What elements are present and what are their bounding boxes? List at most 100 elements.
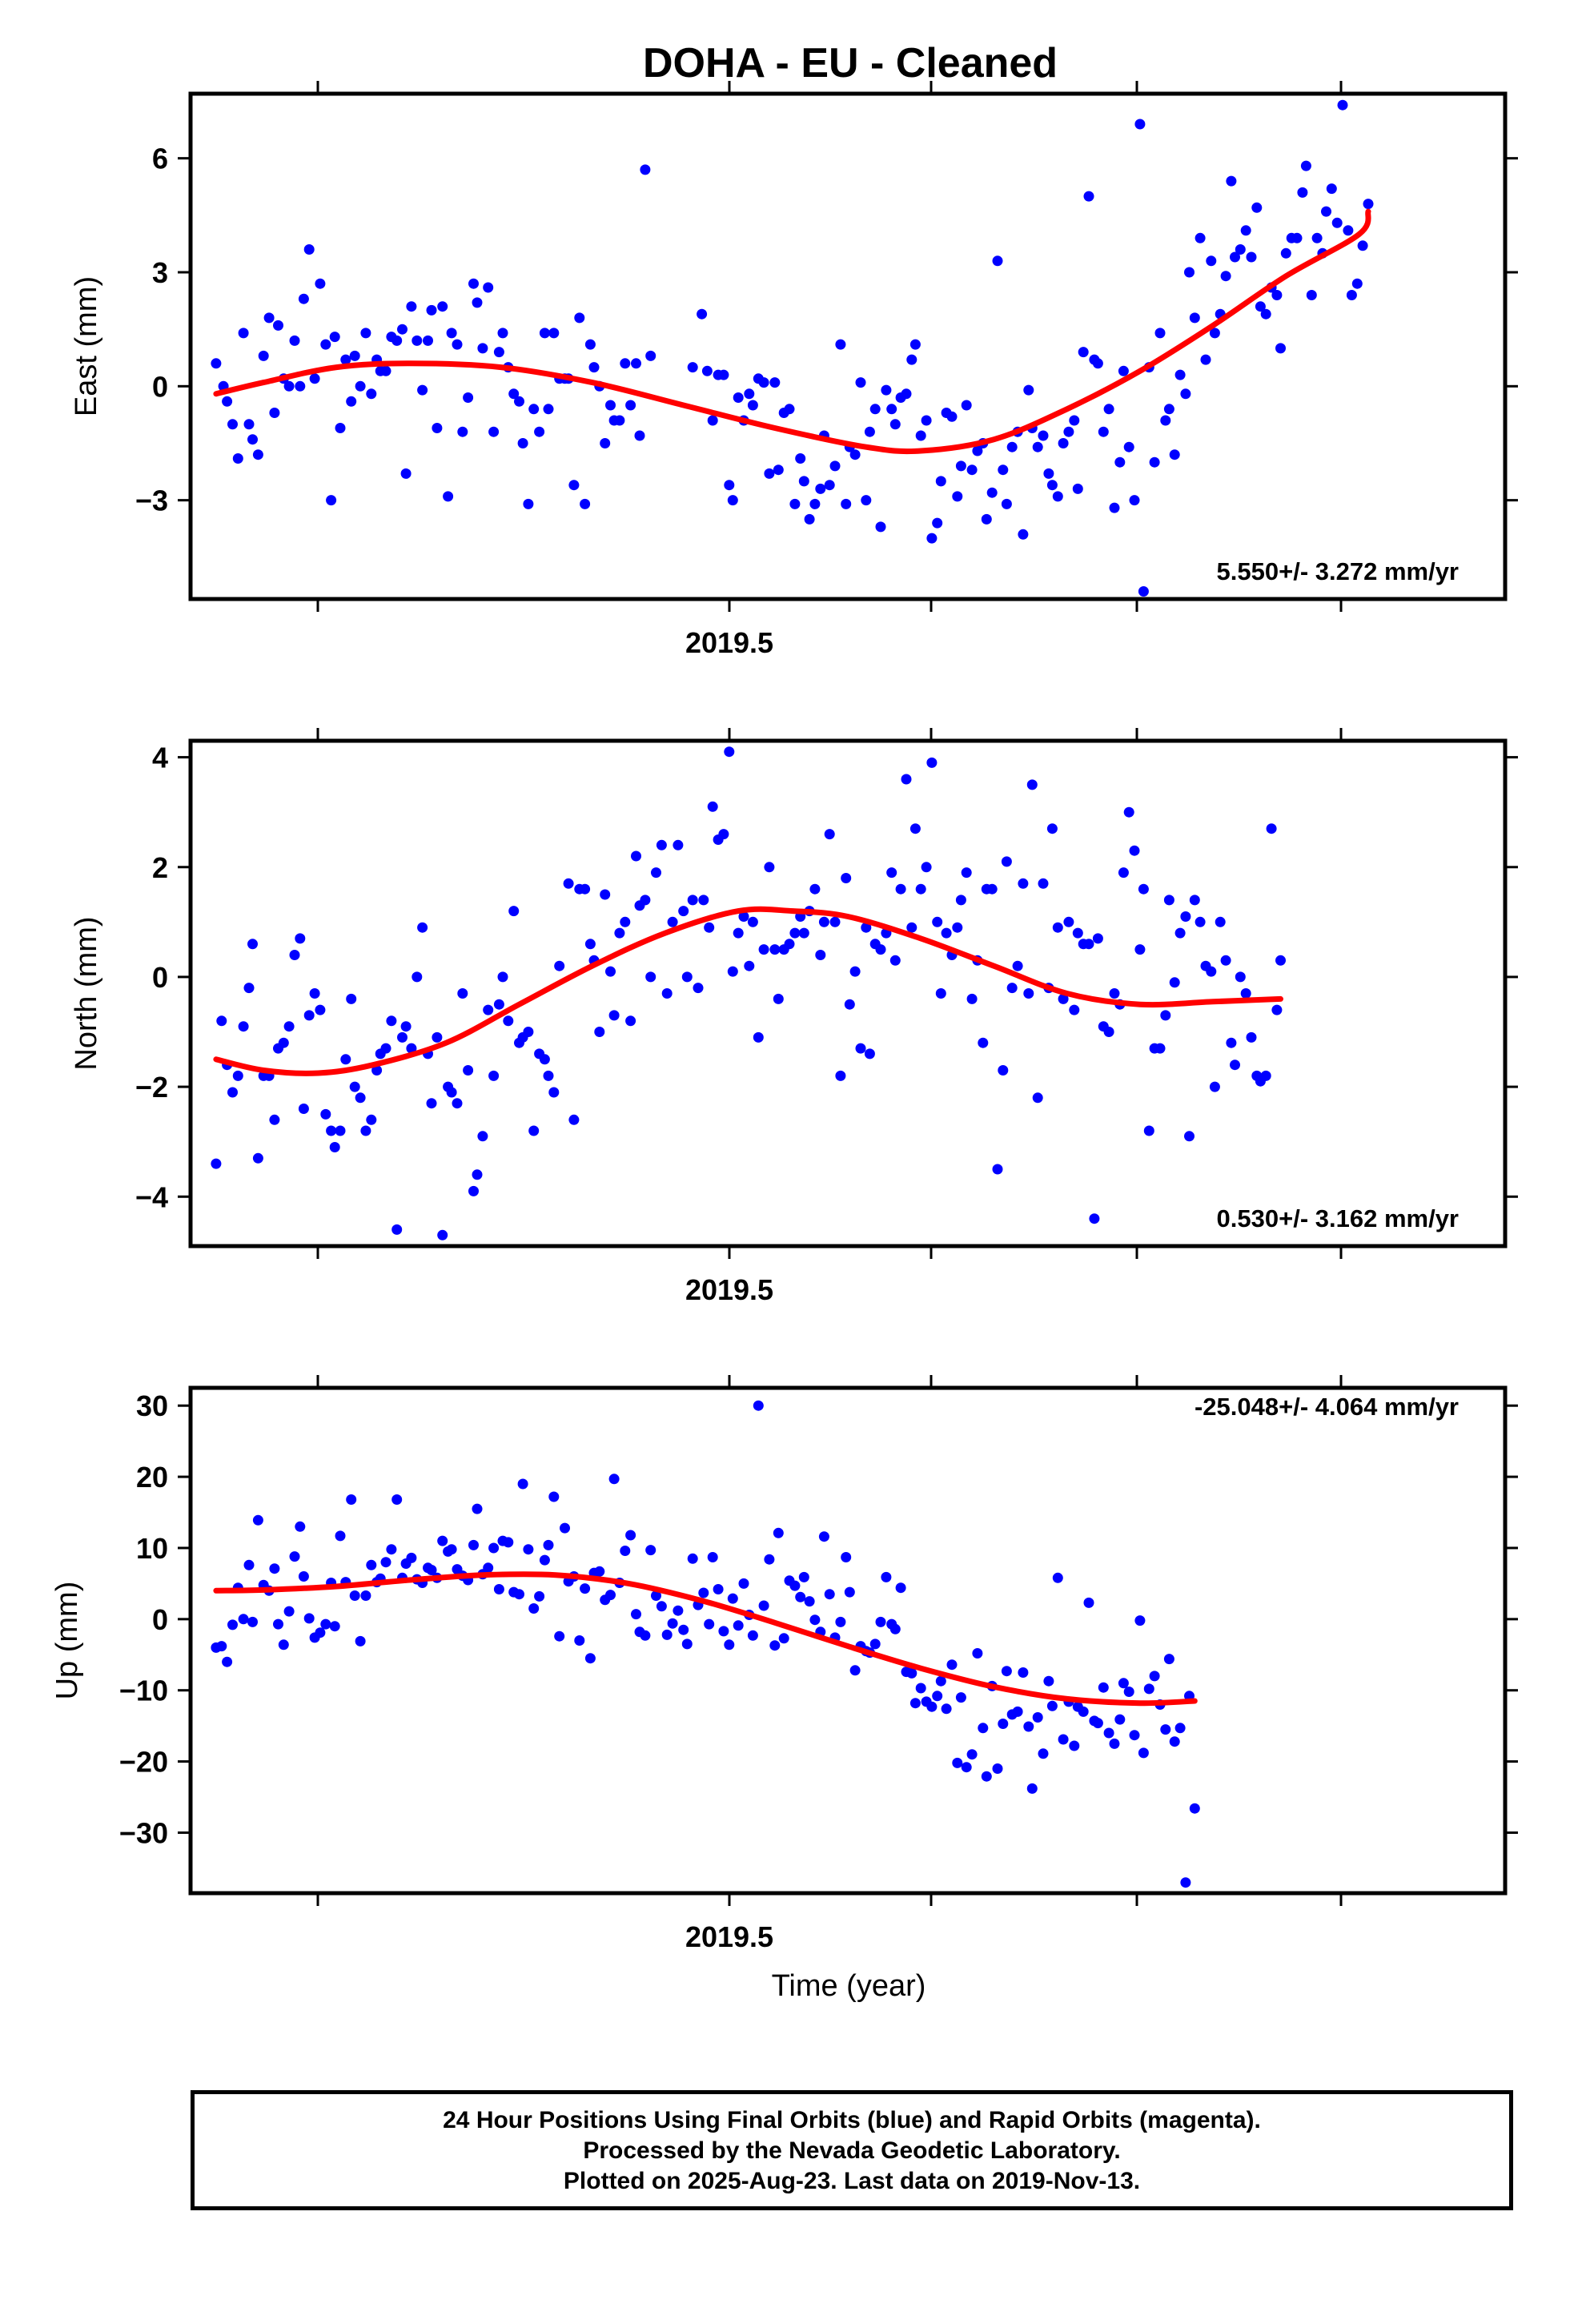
data-point bbox=[329, 1621, 340, 1632]
data-point bbox=[1143, 1125, 1154, 1136]
data-point bbox=[1163, 404, 1174, 415]
data-point bbox=[386, 1015, 397, 1027]
data-point bbox=[380, 365, 391, 376]
data-point bbox=[222, 1656, 233, 1667]
data-point bbox=[681, 971, 693, 983]
data-point bbox=[584, 1653, 596, 1664]
data-point bbox=[952, 1757, 963, 1768]
data-point bbox=[360, 1125, 371, 1136]
data-point bbox=[355, 1635, 366, 1647]
data-point bbox=[651, 867, 661, 879]
data-point bbox=[335, 1530, 346, 1542]
data-point bbox=[1078, 347, 1089, 358]
data-point bbox=[216, 1641, 227, 1652]
data-point bbox=[1103, 1027, 1114, 1037]
data-point bbox=[326, 495, 337, 506]
data-point bbox=[437, 1229, 448, 1240]
data-point bbox=[738, 1578, 749, 1589]
data-point bbox=[1098, 1682, 1109, 1693]
data-point bbox=[554, 960, 565, 971]
up-ytick-label: 10 bbox=[136, 1532, 168, 1565]
data-point bbox=[818, 1531, 829, 1542]
data-point bbox=[446, 1087, 457, 1098]
data-point bbox=[406, 1043, 417, 1054]
data-point bbox=[534, 426, 545, 437]
data-point bbox=[747, 400, 758, 411]
data-point bbox=[758, 1600, 769, 1611]
data-point bbox=[886, 404, 897, 415]
data-point bbox=[548, 1491, 560, 1502]
data-point bbox=[932, 1691, 943, 1702]
data-point bbox=[497, 971, 508, 983]
data-point bbox=[614, 927, 625, 939]
data-point bbox=[932, 916, 943, 927]
data-point bbox=[391, 1224, 403, 1235]
data-point bbox=[243, 419, 255, 430]
data-point bbox=[915, 1683, 926, 1694]
data-point bbox=[452, 339, 463, 350]
data-point bbox=[881, 1571, 892, 1582]
data-point bbox=[1063, 916, 1074, 927]
data-point bbox=[986, 487, 998, 498]
data-point bbox=[426, 1098, 437, 1109]
data-point bbox=[488, 1070, 500, 1081]
data-point bbox=[1200, 354, 1211, 365]
data-point bbox=[380, 1043, 391, 1054]
data-point bbox=[718, 1626, 729, 1637]
data-point bbox=[901, 388, 912, 400]
data-point bbox=[1123, 1687, 1134, 1697]
data-point bbox=[252, 1152, 263, 1164]
data-point bbox=[1032, 441, 1043, 452]
data-point bbox=[875, 1616, 886, 1627]
data-point bbox=[1209, 328, 1220, 339]
data-point bbox=[463, 1065, 474, 1076]
data-point bbox=[326, 1125, 337, 1136]
data-point bbox=[758, 377, 769, 388]
data-point bbox=[1072, 483, 1083, 494]
data-point bbox=[841, 873, 852, 883]
east-points bbox=[211, 99, 1374, 597]
data-point bbox=[614, 415, 625, 426]
data-point bbox=[283, 1606, 295, 1617]
data-point bbox=[289, 335, 300, 346]
data-point bbox=[932, 517, 943, 529]
data-point bbox=[1032, 1092, 1043, 1104]
data-point bbox=[718, 829, 729, 840]
data-point bbox=[1026, 779, 1038, 790]
x-axis-label: Time (year) bbox=[772, 1969, 926, 2003]
data-point bbox=[360, 328, 371, 339]
data-point bbox=[1154, 1043, 1166, 1054]
data-point bbox=[517, 1478, 528, 1490]
data-point bbox=[798, 1571, 809, 1582]
data-point bbox=[972, 1648, 983, 1659]
data-point bbox=[1215, 916, 1226, 927]
data-point bbox=[483, 1004, 494, 1015]
data-point bbox=[391, 335, 403, 346]
data-point bbox=[895, 1582, 906, 1594]
data-point bbox=[1083, 939, 1094, 950]
data-point bbox=[986, 883, 998, 895]
data-point bbox=[625, 400, 636, 411]
data-point bbox=[1331, 217, 1343, 228]
data-point bbox=[1118, 867, 1129, 879]
data-point bbox=[978, 1037, 989, 1048]
data-point bbox=[789, 498, 801, 509]
data-point bbox=[1363, 199, 1374, 210]
data-point bbox=[687, 362, 698, 373]
data-point bbox=[534, 1590, 545, 1602]
data-point bbox=[1235, 971, 1246, 983]
data-point bbox=[283, 380, 295, 392]
data-point bbox=[508, 906, 520, 917]
data-point bbox=[1240, 225, 1251, 236]
data-point bbox=[941, 1703, 952, 1715]
data-point bbox=[1109, 1738, 1120, 1749]
data-point bbox=[391, 1494, 403, 1505]
data-point bbox=[620, 916, 631, 927]
data-point bbox=[704, 922, 715, 933]
data-point bbox=[443, 491, 454, 502]
data-point bbox=[1180, 911, 1191, 922]
data-point bbox=[946, 1659, 958, 1671]
chart-title: DOHA - EU - Cleaned bbox=[643, 40, 1058, 86]
data-point bbox=[844, 999, 855, 1010]
